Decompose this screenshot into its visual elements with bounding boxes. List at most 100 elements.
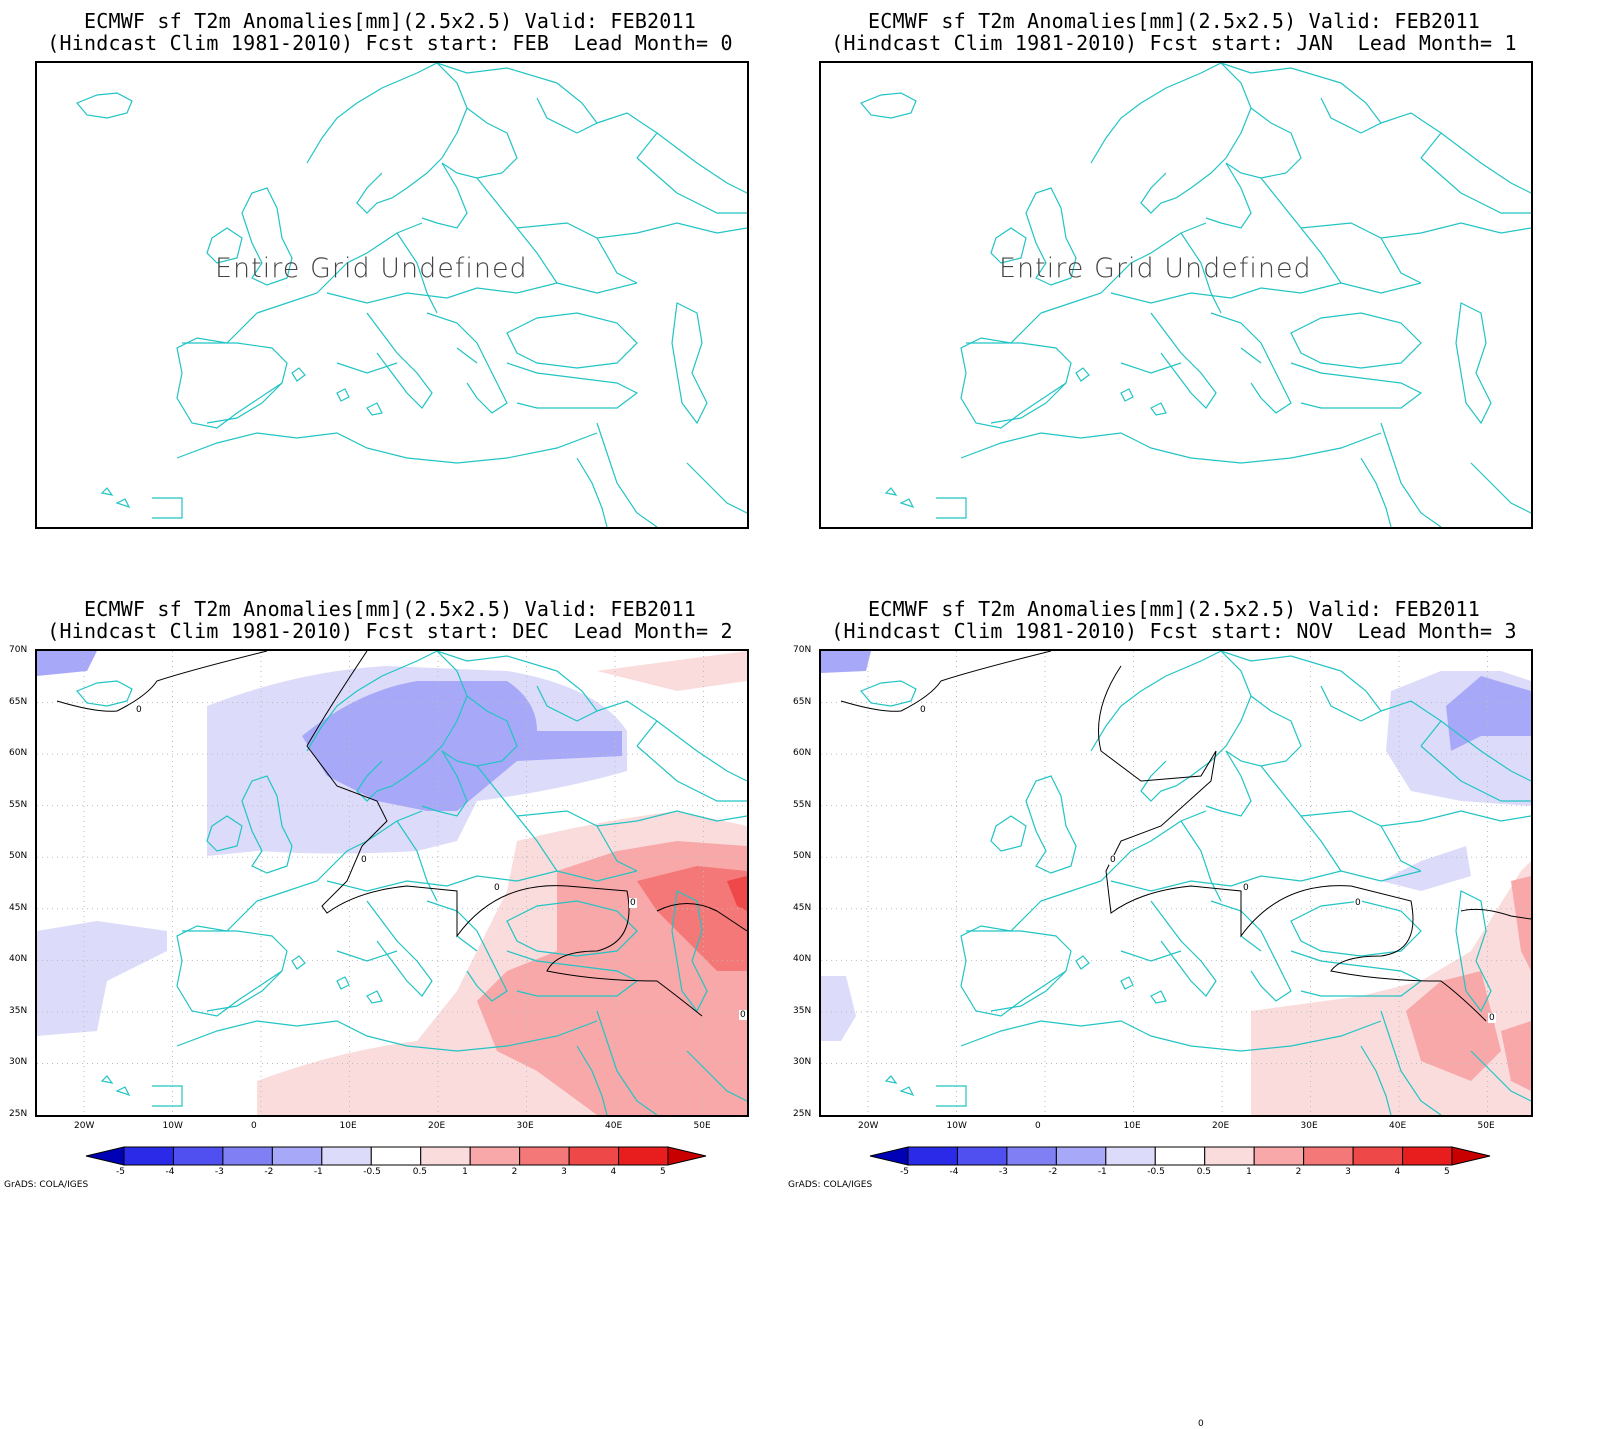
- coastline-path: [576, 457, 608, 527]
- lat-tick-label: 40N: [9, 954, 28, 965]
- coastline-path: [366, 990, 383, 1004]
- colorbar-tick-label: 4: [610, 1167, 617, 1177]
- coastline-path: [1380, 422, 1442, 527]
- coastline-path: [936, 497, 967, 519]
- colorbar-tick-label: -4: [165, 1167, 175, 1177]
- coastline-path: [396, 820, 438, 902]
- lon-tick-label: 30E: [1300, 1121, 1318, 1131]
- colorbar-swatch: [907, 1146, 958, 1166]
- coastline-path: [966, 930, 1072, 1012]
- lat-tick-label: 65N: [9, 696, 28, 707]
- contour-zero-label: 0: [135, 705, 143, 715]
- lat-tick-label: 60N: [9, 748, 28, 759]
- coastline-path: [441, 107, 518, 179]
- colorbar-tick-label: -5: [116, 1167, 125, 1177]
- coastline-path: [1470, 462, 1531, 514]
- contour-zero-label: 0: [629, 898, 637, 908]
- coastline-path: [1455, 302, 1492, 425]
- coastline-path: [636, 157, 747, 214]
- coastline-path: [241, 775, 293, 874]
- lat-tick-label: 45N: [9, 902, 28, 913]
- colorbar-swatch: [667, 1146, 707, 1166]
- contour-zero-label: 0: [1109, 855, 1117, 865]
- coastline-path: [1150, 312, 1217, 409]
- lon-tick-label: 20E: [1212, 1121, 1230, 1131]
- panel-title: ECMWF sf T2m Anomalies[mm](2.5x2.5) Vali…: [47, 597, 733, 643]
- coastline-path: [1380, 1010, 1442, 1115]
- coastline-path: [1360, 1045, 1392, 1115]
- lat-tick-label: 45N: [793, 902, 812, 913]
- colorbar-swatch: [1451, 1146, 1491, 1166]
- coastline-path: [1440, 132, 1531, 194]
- coastline-path: [1110, 282, 1422, 304]
- coastline-path: [1075, 367, 1090, 382]
- lon-tick-label: 10E: [1123, 1121, 1141, 1131]
- coastline-path: [1380, 825, 1422, 872]
- coastline-path: [506, 900, 638, 957]
- coastline-path: [536, 82, 598, 134]
- coastline-path: [506, 362, 639, 409]
- lat-tick-label: 30N: [9, 1057, 28, 1068]
- anomaly-field: [821, 651, 1531, 1115]
- coastline-path: [1110, 870, 1422, 892]
- coastline-path: [899, 498, 915, 509]
- lon-tick-label: 10E: [339, 1121, 357, 1131]
- coastline-path: [1320, 670, 1382, 722]
- coastline-path: [426, 312, 508, 414]
- coastline-path: [326, 870, 638, 892]
- undefined-message: Entire Grid Undefined: [215, 253, 528, 284]
- coastline-path: [1210, 900, 1292, 1002]
- lon-tick-label: 10W: [162, 1121, 183, 1131]
- coastline-path: [206, 815, 243, 852]
- undefined-message: Entire Grid Undefined: [999, 253, 1312, 284]
- coastline-path: [656, 720, 747, 782]
- colorbar-tick-label: -1: [1097, 1167, 1107, 1177]
- lat-tick-label: 70N: [793, 645, 812, 655]
- colorbar-swatch: [1154, 1146, 1206, 1166]
- colorbar-swatch: [85, 1146, 125, 1166]
- coastline-path: [1380, 237, 1422, 284]
- coastline-path: [1380, 700, 1442, 747]
- coastline-path: [336, 388, 350, 402]
- lon-tick-label: 20E: [428, 1121, 446, 1131]
- coastline-path: [1040, 222, 1207, 314]
- coastline-map: [821, 651, 1531, 1115]
- colorbar-swatch: [1253, 1146, 1305, 1166]
- coastline-path: [366, 402, 383, 416]
- colorbar-swatch: [869, 1146, 909, 1166]
- colorbar-tick-label: -0.5: [1147, 1167, 1165, 1177]
- colorbar-swatch: [1055, 1146, 1107, 1166]
- colorbar-swatch: [123, 1146, 174, 1166]
- colorbar-tick-label: -1: [313, 1167, 323, 1177]
- coastline-path: [884, 1075, 898, 1084]
- colorbar-swatch: [1402, 1146, 1453, 1166]
- colorbar-swatch: [1006, 1146, 1057, 1166]
- coastline-path: [206, 227, 243, 264]
- coastline-path: [516, 222, 747, 239]
- colorbar-swatch: [618, 1146, 669, 1166]
- contour-zero-label: 0: [360, 855, 368, 865]
- lat-tick-label: 70N: [9, 645, 28, 655]
- coastline-path: [686, 462, 747, 514]
- colorbar-swatch: [1303, 1146, 1354, 1166]
- coastline-path: [596, 237, 638, 284]
- coastline-path: [1290, 362, 1423, 409]
- lat-tick-label: 25N: [793, 1109, 812, 1119]
- colorbar-tick-label: -5: [900, 1167, 909, 1177]
- coastline-path: [326, 282, 638, 304]
- coastline-path: [960, 1020, 1382, 1052]
- contour-lines: [840, 651, 1531, 1022]
- colorbar-tick-label: -2: [264, 1167, 274, 1177]
- panel-title: ECMWF sf T2m Anomalies[mm](2.5x2.5) Vali…: [831, 9, 1517, 55]
- coastline-path: [671, 302, 708, 425]
- grads-credit: GrADS: COLA/IGES: [788, 1180, 873, 1190]
- lon-tick-label: 20W: [858, 1121, 879, 1131]
- coastline-path: [1320, 82, 1382, 134]
- coastline-path: [1205, 162, 1252, 229]
- lon-tick-label: 10W: [946, 1121, 967, 1131]
- colorbar-swatch: [172, 1146, 224, 1166]
- colorbar-swatch: [519, 1146, 570, 1166]
- coastline-path: [176, 1020, 598, 1052]
- coastline-path: [291, 367, 306, 382]
- coastline-path: [1440, 720, 1531, 782]
